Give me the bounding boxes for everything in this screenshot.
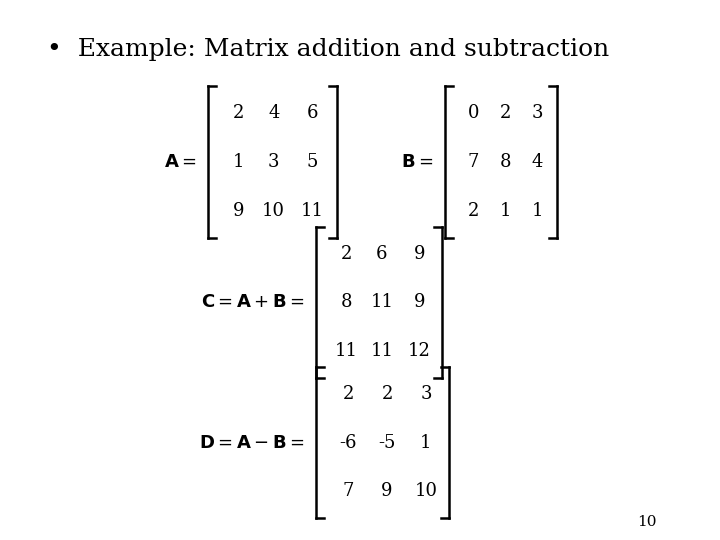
Text: $\mathbf{D} = \mathbf{A} - \mathbf{B} = $: $\mathbf{D} = \mathbf{A} - \mathbf{B} = … <box>199 434 305 452</box>
Text: 7: 7 <box>343 482 354 501</box>
Text: 9: 9 <box>233 201 244 220</box>
Text: 9: 9 <box>413 245 425 263</box>
Text: 11: 11 <box>301 201 324 220</box>
Text: 4: 4 <box>268 104 279 123</box>
Text: 2: 2 <box>343 385 354 403</box>
Text: 0: 0 <box>467 104 479 123</box>
Text: 1: 1 <box>233 153 244 171</box>
Text: 3: 3 <box>268 153 279 171</box>
Text: 11: 11 <box>335 342 358 360</box>
Text: 10: 10 <box>637 515 657 529</box>
Text: 6: 6 <box>377 245 388 263</box>
Text: 2: 2 <box>500 104 511 123</box>
Text: 8: 8 <box>500 153 511 171</box>
Text: 3: 3 <box>420 385 432 403</box>
Text: 11: 11 <box>371 342 394 360</box>
Text: •  Example: Matrix addition and subtraction: • Example: Matrix addition and subtracti… <box>48 38 610 61</box>
Text: 11: 11 <box>371 293 394 312</box>
Text: 8: 8 <box>341 293 352 312</box>
Text: $\mathbf{C} = \mathbf{A} + \mathbf{B} = $: $\mathbf{C} = \mathbf{A} + \mathbf{B} = … <box>201 293 305 312</box>
Text: 9: 9 <box>413 293 425 312</box>
Text: -5: -5 <box>379 434 396 452</box>
Text: 1: 1 <box>532 201 544 220</box>
Text: 5: 5 <box>307 153 318 171</box>
Text: 9: 9 <box>382 482 393 501</box>
Text: -6: -6 <box>339 434 357 452</box>
Text: 7: 7 <box>468 153 479 171</box>
Text: 2: 2 <box>468 201 479 220</box>
Text: 1: 1 <box>500 201 511 220</box>
Text: 10: 10 <box>415 482 438 501</box>
Text: 4: 4 <box>532 153 544 171</box>
Text: $\mathbf{B} = $: $\mathbf{B} = $ <box>401 153 433 171</box>
Text: 1: 1 <box>420 434 432 452</box>
Text: 12: 12 <box>408 342 431 360</box>
Text: $\mathbf{A} = $: $\mathbf{A} = $ <box>163 153 197 171</box>
Text: 6: 6 <box>307 104 318 123</box>
Text: 2: 2 <box>382 385 392 403</box>
Text: 3: 3 <box>532 104 544 123</box>
Text: 2: 2 <box>341 245 352 263</box>
Text: 2: 2 <box>233 104 244 123</box>
Text: 10: 10 <box>262 201 285 220</box>
